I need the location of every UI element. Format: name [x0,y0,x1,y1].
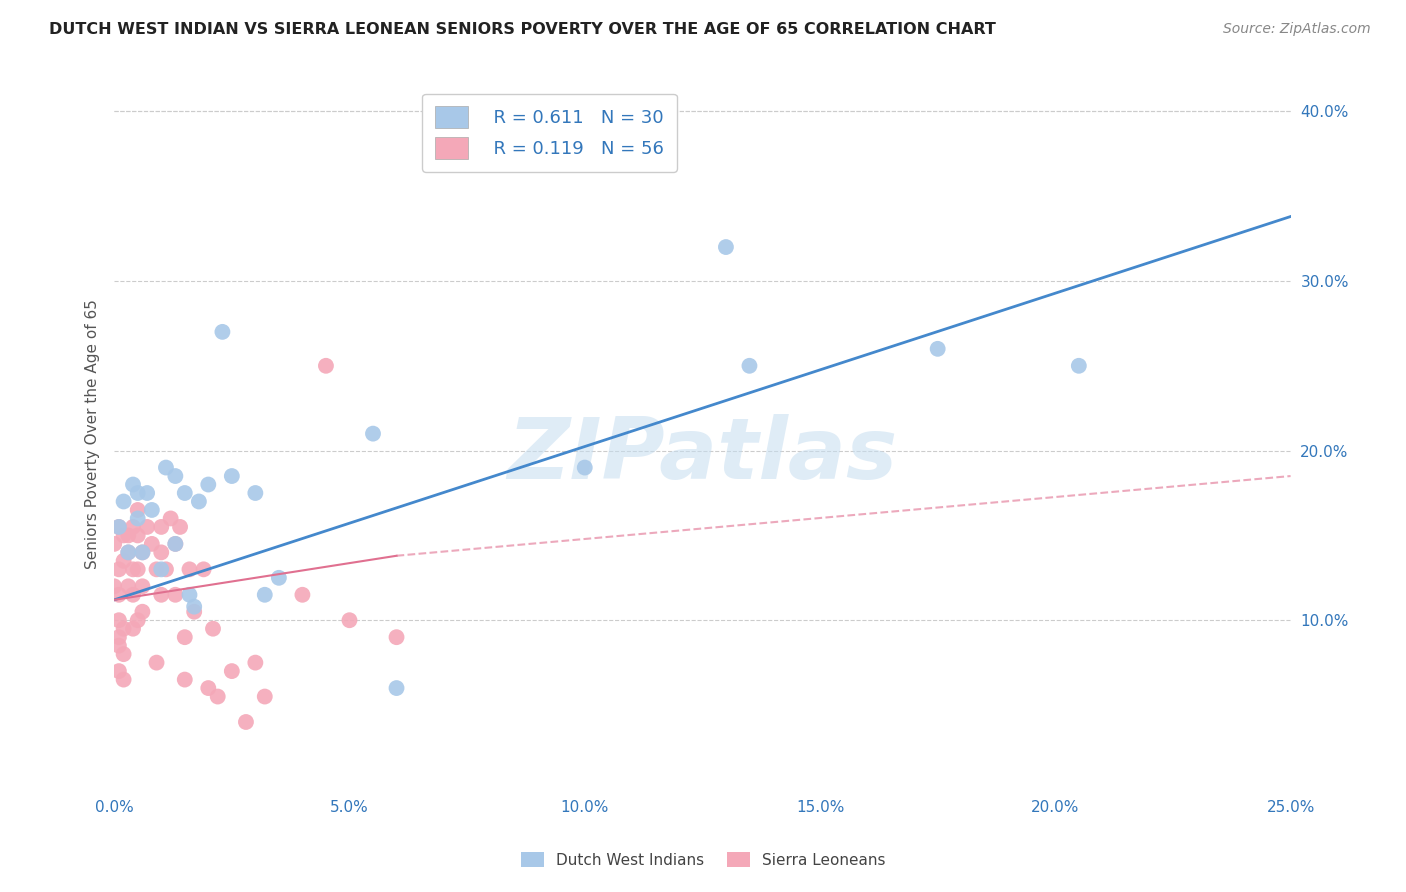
Legend: Dutch West Indians, Sierra Leoneans: Dutch West Indians, Sierra Leoneans [515,846,891,873]
Point [150,520,173,534]
Point [117,545,139,559]
Point [108,664,131,678]
Point [150,562,173,576]
Point [291,588,314,602]
Point [150,588,173,602]
Point [245,656,267,670]
Point [112,647,135,661]
Point [122,622,145,636]
Point [193,562,215,576]
Text: Source: ZipAtlas.com: Source: ZipAtlas.com [1223,22,1371,37]
Point [131,579,153,593]
Point [245,486,267,500]
Point [221,664,243,678]
Point [267,571,290,585]
Point [159,511,181,525]
Y-axis label: Seniors Poverty Over the Age of 65: Seniors Poverty Over the Age of 65 [86,299,100,568]
Point [150,545,173,559]
Point [173,486,195,500]
Point [117,579,139,593]
Point [197,477,219,491]
Point [117,528,139,542]
Point [574,460,596,475]
Point [173,630,195,644]
Point [211,325,233,339]
Point [927,342,949,356]
Point [145,562,167,576]
Point [183,599,205,614]
Point [112,673,135,687]
Point [122,520,145,534]
Point [127,528,149,542]
Point [127,562,149,576]
Legend:   R = 0.611   N = 30,   R = 0.119   N = 56: R = 0.611 N = 30, R = 0.119 N = 56 [422,94,676,172]
Point [221,469,243,483]
Point [173,673,195,687]
Point [385,630,408,644]
Point [155,562,177,576]
Point [127,613,149,627]
Point [108,588,131,602]
Point [117,545,139,559]
Point [201,622,224,636]
Point [738,359,761,373]
Point [108,562,131,576]
Point [127,486,149,500]
Point [361,426,384,441]
Point [103,537,125,551]
Point [385,681,408,695]
Point [141,503,163,517]
Point [122,477,145,491]
Point [1067,359,1090,373]
Point [714,240,737,254]
Point [187,494,209,508]
Text: ZIPatlas: ZIPatlas [508,414,897,497]
Point [165,537,187,551]
Point [165,588,187,602]
Point [183,605,205,619]
Point [165,469,187,483]
Point [131,545,153,559]
Point [103,579,125,593]
Point [235,714,257,729]
Point [141,537,163,551]
Point [145,656,167,670]
Point [127,503,149,517]
Point [122,562,145,576]
Point [169,520,191,534]
Point [315,359,337,373]
Point [197,681,219,695]
Point [112,528,135,542]
Point [108,630,131,644]
Point [127,511,149,525]
Point [253,588,276,602]
Point [112,554,135,568]
Point [207,690,229,704]
Point [179,588,201,602]
Point [136,486,159,500]
Point [339,613,361,627]
Point [165,537,187,551]
Point [112,622,135,636]
Point [108,520,131,534]
Point [108,613,131,627]
Point [155,460,177,475]
Point [131,605,153,619]
Point [108,639,131,653]
Point [112,494,135,508]
Point [108,520,131,534]
Text: DUTCH WEST INDIAN VS SIERRA LEONEAN SENIORS POVERTY OVER THE AGE OF 65 CORRELATI: DUTCH WEST INDIAN VS SIERRA LEONEAN SENI… [49,22,995,37]
Point [122,588,145,602]
Point [253,690,276,704]
Point [179,562,201,576]
Point [131,545,153,559]
Point [136,520,159,534]
